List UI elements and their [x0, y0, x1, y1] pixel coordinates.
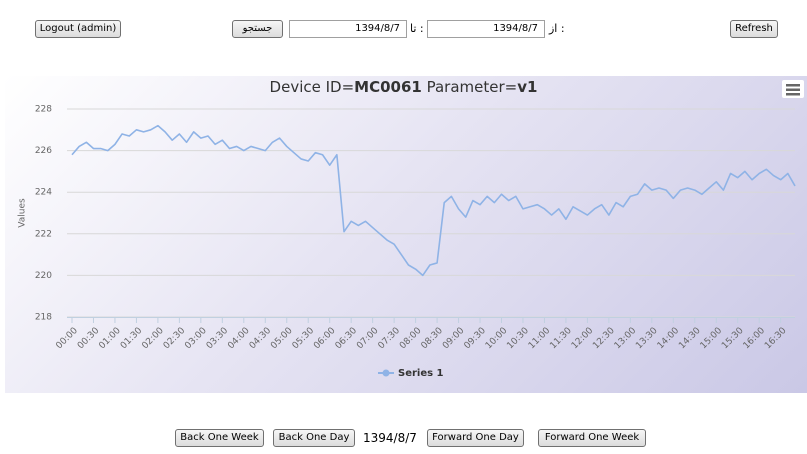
- y-tick-label: 220: [35, 271, 52, 281]
- x-tick-label: 11:00: [527, 326, 553, 352]
- y-axis-label: Values: [18, 198, 28, 228]
- current-date: 1394/8/7: [363, 431, 417, 445]
- x-tick-label: 14:00: [656, 326, 682, 352]
- y-tick-label: 226: [35, 146, 52, 156]
- x-tick-label: 04:00: [226, 326, 252, 352]
- x-tick-label: 16:30: [763, 326, 789, 352]
- series-line: [71, 124, 796, 277]
- title-text: Parameter=: [421, 78, 518, 96]
- x-tick-label: 04:30: [248, 326, 274, 352]
- x-tick-label: 10:30: [505, 326, 531, 352]
- logout-button[interactable]: Logout (admin): [35, 20, 121, 38]
- x-tick-label: 03:00: [183, 326, 209, 352]
- title-parameter: v1: [517, 78, 538, 96]
- to-date-input[interactable]: 1394/8/7: [289, 20, 407, 38]
- title-device: MC0061: [354, 78, 422, 96]
- legend-label[interactable]: Series 1: [398, 368, 444, 379]
- x-tick-label: 07:30: [377, 326, 403, 352]
- forward-day-button[interactable]: Forward One Day: [427, 429, 524, 447]
- x-tick-label: 00:00: [54, 326, 80, 352]
- title-text: Device ID=: [269, 78, 355, 96]
- legend-marker: [382, 369, 390, 377]
- y-tick-label: 228: [35, 105, 52, 115]
- from-label: از :: [549, 22, 565, 35]
- x-tick-label: 01:30: [119, 326, 145, 352]
- x-tick-label: 16:00: [742, 326, 768, 352]
- x-tick-label: 03:30: [205, 326, 231, 352]
- x-tick-label: 06:30: [334, 326, 360, 352]
- x-tick-label: 09:00: [441, 326, 467, 352]
- x-tick-label: 00:30: [76, 326, 102, 352]
- y-tick-label: 222: [35, 229, 52, 239]
- x-tick-label: 10:00: [484, 326, 510, 352]
- x-tick-label: 06:00: [312, 326, 338, 352]
- search-button[interactable]: جستجو: [232, 20, 283, 38]
- x-tick-label: 15:00: [699, 326, 725, 352]
- forward-week-button[interactable]: Forward One Week: [538, 429, 646, 447]
- y-tick-label: 218: [35, 313, 52, 323]
- x-tick-label: 07:00: [355, 326, 381, 352]
- refresh-button[interactable]: Refresh: [730, 20, 778, 38]
- y-tick-label: 224: [35, 188, 52, 198]
- to-label: تا :: [410, 22, 424, 35]
- menu-icon[interactable]: [782, 80, 804, 98]
- chart-title: Device ID=MC0061 Parameter=v1: [0, 76, 807, 98]
- x-tick-label: 02:00: [140, 326, 166, 352]
- x-tick-label: 12:30: [591, 326, 617, 352]
- chart-background: [5, 76, 807, 393]
- x-tick-label: 15:30: [720, 326, 746, 352]
- x-tick-label: 12:00: [570, 326, 596, 352]
- x-tick-label: 08:00: [398, 326, 424, 352]
- x-tick-label: 02:30: [162, 326, 188, 352]
- back-day-button[interactable]: Back One Day: [273, 429, 355, 447]
- x-tick-label: 01:00: [97, 326, 123, 352]
- x-tick-label: 14:30: [677, 326, 703, 352]
- x-tick-label: 13:30: [634, 326, 660, 352]
- x-tick-label: 08:30: [420, 326, 446, 352]
- x-tick-label: 05:30: [291, 326, 317, 352]
- x-tick-label: 05:00: [269, 326, 295, 352]
- x-tick-label: 09:30: [463, 326, 489, 352]
- back-week-button[interactable]: Back One Week: [175, 429, 264, 447]
- x-tick-label: 13:00: [613, 326, 639, 352]
- x-tick-label: 11:30: [548, 326, 574, 352]
- from-date-input[interactable]: 1394/8/7: [427, 20, 545, 38]
